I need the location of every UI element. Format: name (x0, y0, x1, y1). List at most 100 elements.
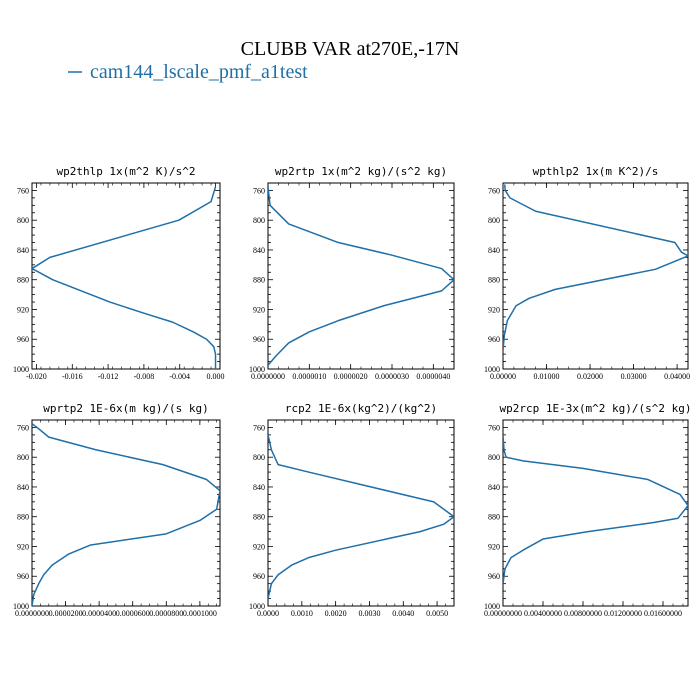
y-tick-label: 1000 (484, 365, 500, 374)
y-tick-label: 840 (17, 483, 29, 492)
x-tick-label: 0.0000000 (15, 609, 49, 618)
x-tick-label: 0.0000040 (416, 372, 450, 381)
x-tick-label: 0.0000020 (334, 372, 368, 381)
y-tick-label: 880 (253, 276, 265, 285)
y-tick-label: 1000 (249, 602, 265, 611)
panel-title: wprtp2 1E-6x(m kg)/(s kg) (43, 402, 209, 415)
panel-4: wprtp2 1E-6x(m kg)/(s kg) 760 800 840 880 920… (13, 402, 221, 618)
series-line (268, 186, 454, 366)
x-tick-label: -0.004 (169, 372, 190, 381)
panel-grid: wp2thlp 1x(m^2 K)/s^2 760 800 840 880 920 960 1… (13, 165, 692, 618)
series-line (503, 184, 688, 351)
y-tick-label: 800 (488, 453, 500, 462)
x-tick-label: 0.00400000 (524, 609, 562, 618)
y-tick-label: 760 (488, 423, 500, 432)
panel-title: wp2rtp 1x(m^2 kg)/(s^2 kg) (275, 165, 447, 178)
y-tick-label: 1000 (249, 365, 265, 374)
y-tick-label: 800 (488, 216, 500, 225)
y-tick-label: 880 (17, 276, 29, 285)
x-tick-label: 0.0040 (392, 609, 414, 618)
legend-label: cam144_lscale_pmf_a1test (90, 61, 308, 83)
x-tick-label: 0.000 (207, 372, 225, 381)
y-tick-label: 880 (488, 513, 500, 522)
x-tick-label: 0.00000000 (484, 609, 522, 618)
y-tick-label: 920 (17, 305, 29, 314)
panel-5: rcp2 1E-6x(kg^2)/(kg^2) 760 800 840 880 920 96… (249, 402, 455, 618)
plot-frame (267, 182, 455, 370)
y-tick-label: 840 (17, 246, 29, 255)
y-tick-label: 760 (17, 186, 29, 195)
plot-frame (502, 182, 689, 370)
y-tick-label: 760 (17, 423, 29, 432)
panel-3: wpthlp2 1x(m K^2)/s 760 800 840 880 920 960 100… (484, 165, 690, 381)
legend: cam144_lscale_pmf_a1test (68, 61, 308, 83)
series-line (268, 434, 454, 599)
y-tick-label: 880 (488, 276, 500, 285)
x-tick-label: 0.0000600 (116, 609, 150, 618)
x-tick-label: 0.0030 (358, 609, 380, 618)
y-tick-label: 920 (253, 305, 265, 314)
y-tick-label: 760 (253, 423, 265, 432)
y-tick-label: 800 (17, 453, 29, 462)
x-tick-label: 0.0000030 (375, 372, 409, 381)
x-tick-label: 0.0010 (291, 609, 313, 618)
x-tick-label: 0.0050 (426, 609, 448, 618)
y-tick-label: 960 (17, 335, 29, 344)
y-tick-label: 920 (253, 542, 265, 551)
y-tick-label: 760 (488, 186, 500, 195)
x-tick-label: 0.01200000 (604, 609, 642, 618)
plot-frame (502, 419, 689, 607)
y-tick-label: 920 (17, 542, 29, 551)
y-tick-label: 840 (253, 246, 265, 255)
panel-title: wp2thlp 1x(m^2 K)/s^2 (56, 165, 195, 178)
y-tick-label: 840 (488, 246, 500, 255)
figure-title: CLUBB VAR at270E,-17N (241, 38, 460, 60)
y-tick-label: 880 (17, 513, 29, 522)
y-tick-label: 920 (488, 542, 500, 551)
x-tick-label: 0.0000800 (149, 609, 183, 618)
y-tick-label: 1000 (13, 602, 29, 611)
x-tick-label: 0.0001000 (183, 609, 217, 618)
panel-2: wp2rtp 1x(m^2 kg)/(s^2 kg) 760 800 840 880 92… (249, 165, 455, 381)
y-tick-label: 800 (17, 216, 29, 225)
x-tick-label: 0.01000 (534, 372, 560, 381)
x-tick-label: 0.0000200 (49, 609, 83, 618)
series-line (503, 434, 688, 584)
x-tick-label: -0.016 (62, 372, 83, 381)
y-tick-label: 960 (488, 335, 500, 344)
panel-6: wp2rcp 1E-3x(m^2 kg)/(s^2 kg) 760 800 840 88… (484, 402, 692, 618)
y-tick-label: 1000 (484, 602, 500, 611)
x-tick-label: 0.0020 (325, 609, 347, 618)
series-line (32, 423, 220, 606)
x-tick-label: 0.03000 (621, 372, 647, 381)
series-line (32, 186, 217, 369)
y-tick-label: 880 (253, 513, 265, 522)
panel-title: wp2rcp 1E-3x(m^2 kg)/(s^2 kg) (499, 402, 691, 415)
y-tick-label: 1000 (13, 365, 29, 374)
y-tick-label: 800 (253, 453, 265, 462)
x-tick-label: 0.0000400 (82, 609, 116, 618)
y-tick-label: 960 (253, 335, 265, 344)
panel-1: wp2thlp 1x(m^2 K)/s^2 760 800 840 880 920 960 1… (13, 165, 225, 381)
y-tick-label: 960 (253, 572, 265, 581)
x-tick-label: 0.01600000 (644, 609, 682, 618)
x-tick-label: -0.008 (134, 372, 155, 381)
plot-frame (31, 419, 221, 607)
y-tick-label: 960 (17, 572, 29, 581)
x-tick-label: -0.020 (26, 372, 47, 381)
y-tick-label: 960 (488, 572, 500, 581)
x-tick-label: 0.00800000 (564, 609, 602, 618)
x-tick-label: 0.0000 (257, 609, 279, 618)
plot-frame (31, 182, 221, 370)
x-tick-label: 0.0000010 (292, 372, 326, 381)
x-tick-label: 0.02000 (577, 372, 603, 381)
y-tick-label: 920 (488, 305, 500, 314)
x-tick-label: 0.04000 (664, 372, 690, 381)
y-tick-label: 800 (253, 216, 265, 225)
plot-frame (267, 419, 455, 607)
x-tick-label: -0.012 (98, 372, 119, 381)
x-tick-label: 0.0000000 (251, 372, 285, 381)
y-tick-label: 840 (488, 483, 500, 492)
panel-title: wpthlp2 1x(m K^2)/s (533, 165, 659, 178)
